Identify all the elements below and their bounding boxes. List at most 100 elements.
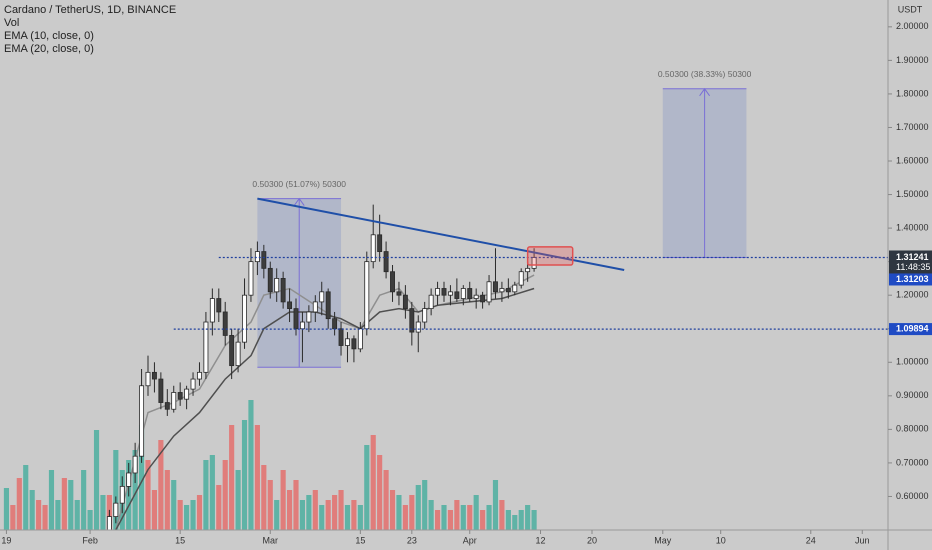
x-tick-label: 19 [1,535,11,545]
x-tick-label: 20 [587,535,597,545]
y-tick-label: 1.90000 [896,55,929,65]
x-tick-label: Jun [855,535,870,545]
volume-bar [235,470,241,530]
candle-body [248,261,254,296]
candle-body [235,341,241,367]
candle-body [267,267,273,293]
candle-body [319,291,325,303]
level-price-box [889,323,932,336]
candle-body [486,281,492,303]
volume-bar [171,480,177,530]
volume-bar [36,500,42,530]
candle-body [312,301,318,313]
candle-body [229,335,235,367]
volume-bar [441,505,447,530]
volume-bar [415,485,421,530]
y-tick-label: 0.70000 [896,457,929,467]
volume-bar [364,445,370,530]
candle-body [364,261,370,330]
candle-body [299,321,305,330]
candle-body [158,378,164,403]
x-tick-label: Apr [463,535,477,545]
volume-bar [254,425,260,530]
volume-bar [499,500,505,530]
volume-bar [422,480,428,530]
volume-bar [402,505,408,530]
x-tick-label: 23 [407,535,417,545]
y-tick-label: 1.00000 [896,357,929,367]
marker-price-box [889,273,932,286]
volume-bar [306,495,312,530]
candle-body [145,371,151,387]
overlay-layer [173,197,888,330]
candle-body [171,392,177,410]
volume-bar [229,425,235,530]
volume-bar [16,478,22,530]
candle-body [177,392,183,400]
volume-bar [383,470,389,530]
candle-body [151,371,157,380]
candle-body [390,271,395,293]
candle-body [132,455,138,474]
candle-body [203,321,209,373]
volume-bar [274,500,280,530]
volume-bar [332,495,338,530]
volume-bar [370,435,376,530]
candle-body [164,402,170,410]
volume-bar [209,455,215,530]
candle-body [126,472,132,487]
candle-body [325,291,331,320]
countdown-label: 11:48:35 [896,262,930,272]
volume-bar [151,490,158,530]
volume-bar [454,500,460,530]
y-tick-label: 1.70000 [896,122,929,132]
volume-bar [177,500,183,530]
highlight-box [526,246,574,266]
y-tick-label: 1.40000 [896,222,929,232]
candle-body [190,378,196,390]
volume-bar [505,510,511,530]
volume-bar [113,450,119,530]
volume-bar [325,500,331,530]
volume-bar [357,505,363,530]
volume-bar [319,505,325,530]
volume-bar [338,490,344,530]
candle-body [242,294,247,343]
volume-bar [280,470,286,530]
x-tick-label: Mar [263,535,279,545]
candle-body [274,278,280,293]
candle-body [435,288,441,296]
volume-bar [48,470,55,530]
volume-bar [467,505,473,530]
volume-bar [164,470,170,530]
candle-body [409,308,415,333]
y-tick-label: 0.80000 [896,424,929,434]
y-tick-label: 1.20000 [896,290,929,300]
candle-body [209,298,215,323]
chart-title: Cardano / TetherUS, 1D, BINANCE [4,4,176,16]
volume-bar [396,495,402,530]
volume-bar [196,495,203,530]
volume-bar [248,400,254,530]
candle-body [493,281,498,293]
candle-body [454,291,460,299]
x-tick-label: 24 [806,535,816,545]
x-tick-label: 15 [175,535,185,545]
volume-bar [10,505,16,530]
y-tick-label: 0.90000 [896,390,929,400]
level-price-label: 1.09894 [896,323,929,333]
volume-bar [531,510,537,530]
volume-bar [447,510,454,530]
trendline [257,197,625,272]
candle-body [197,371,202,380]
candle-body [415,321,421,333]
candle-body [531,257,537,269]
candle-body [447,291,453,296]
candle-body [351,338,357,350]
y-tick-label: 1.80000 [896,88,929,98]
volume-bar [389,490,396,530]
legend-entry: Vol [4,17,19,29]
y-tick-label: 2.00000 [896,21,929,31]
volume-bar [29,490,35,530]
legend-entry: EMA (10, close, 0) [4,30,94,42]
